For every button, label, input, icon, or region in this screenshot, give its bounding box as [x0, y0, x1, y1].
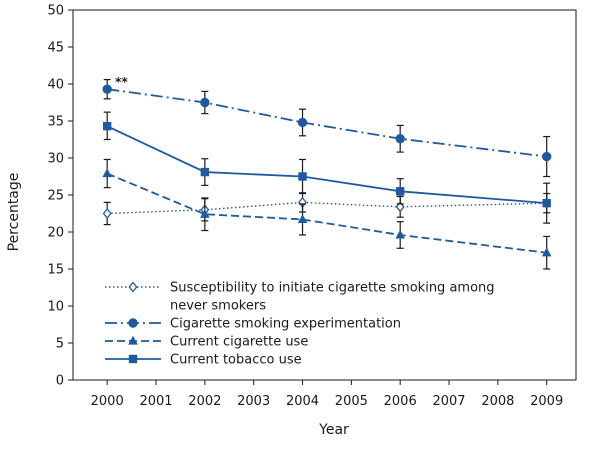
series-line: [106, 172, 547, 254]
legend-swatch-marker: [128, 281, 138, 293]
annotation-layer: **: [115, 75, 128, 89]
data-point: [102, 207, 112, 220]
legend-label: Cigarette smoking experimentation: [170, 317, 401, 332]
legend-item: Current cigarette use: [105, 335, 308, 350]
x-tick-label: 2009: [530, 394, 563, 409]
data-point: [395, 134, 405, 144]
data-point: [297, 117, 308, 128]
legend-swatch-marker: [128, 318, 138, 328]
x-tick-label: 2002: [188, 394, 221, 409]
data-point: [102, 84, 112, 94]
y-axis-ticks: 0 5 10 15 20 25 30 35 40 45 50: [47, 4, 73, 389]
y-tick-label: 10: [47, 300, 64, 315]
x-tick-label: 2003: [237, 394, 270, 409]
data-point: [102, 121, 112, 131]
data-point: [395, 229, 405, 239]
y-tick-label: 20: [47, 226, 64, 241]
data-point: [541, 151, 552, 162]
data-point: [102, 168, 112, 178]
y-tick-label: 15: [47, 263, 64, 278]
y-axis-label: Percentage: [6, 173, 22, 252]
x-tick-label: 2007: [432, 394, 465, 409]
y-tick-label: 35: [47, 115, 64, 130]
y-tick-label: 25: [47, 189, 64, 204]
y-tick-label: 5: [56, 337, 64, 352]
legend-label: Current tobacco use: [170, 353, 302, 368]
legend: Susceptibility to initiate cigarette smo…: [105, 281, 495, 368]
x-axis-ticks: 2000 2001 2002 2003 2004 2005 2006 2007 2008 2009: [91, 380, 563, 409]
legend-label: Susceptibility to initiate cigarette smo…: [170, 281, 495, 296]
data-point: [395, 201, 405, 213]
series-group: [102, 158, 552, 270]
legend-swatch-marker: [128, 354, 138, 364]
y-tick-label: 30: [47, 152, 64, 167]
legend-label: Current cigarette use: [170, 335, 308, 350]
data-point: [200, 97, 210, 108]
legend-label: never smokers: [170, 299, 266, 314]
x-tick-label: 2004: [286, 394, 319, 409]
data-point: [297, 214, 308, 224]
series-layer: [102, 78, 552, 270]
x-axis-label: Year: [318, 422, 349, 438]
legend-item: Susceptibility to initiate cigarette smo…: [105, 281, 495, 314]
data-point: [200, 209, 210, 218]
data-point: [200, 167, 210, 177]
data-point: [542, 198, 551, 208]
data-point: [395, 187, 405, 196]
x-tick-label: 2000: [91, 394, 124, 409]
series-line: [107, 201, 547, 215]
series-group: [102, 111, 551, 224]
series-line: [106, 125, 547, 205]
data-point: [541, 247, 552, 257]
legend-item: Current tobacco use: [105, 353, 302, 368]
legend-item: Cigarette smoking experimentation: [105, 317, 401, 332]
x-tick-label: 2008: [481, 394, 514, 409]
y-tick-label: 0: [56, 374, 64, 389]
annotation-label: **: [115, 75, 128, 89]
legend-swatch-marker: [128, 335, 138, 345]
x-tick-label: 2005: [335, 394, 368, 409]
x-tick-label: 2006: [384, 394, 417, 409]
series-line: [107, 88, 547, 158]
y-tick-label: 50: [47, 4, 64, 19]
data-point: [298, 172, 307, 181]
y-tick-label: 40: [47, 78, 64, 93]
x-tick-label: 2001: [139, 394, 172, 409]
series-group: [102, 78, 552, 178]
y-tick-label: 45: [47, 41, 64, 56]
